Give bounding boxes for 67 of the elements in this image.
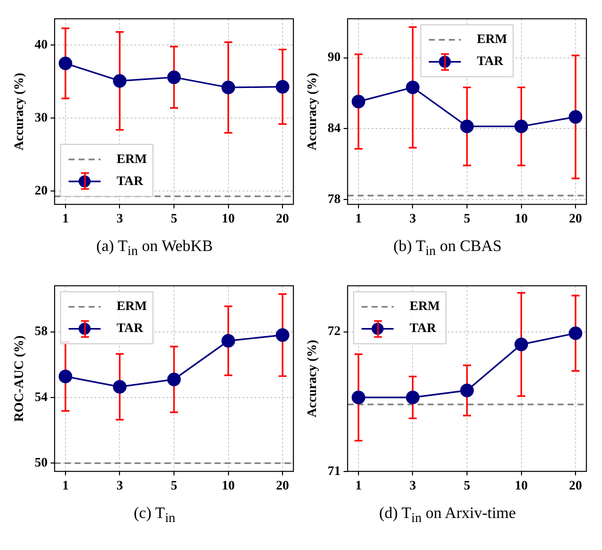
point — [167, 70, 181, 84]
x-tick-label: 3 — [409, 478, 416, 493]
x-tick-label: 3 — [116, 478, 124, 493]
x-tick-label: 5 — [170, 210, 178, 226]
text: (d) T$_{in}$ on Arxiv-time — [378, 505, 517, 526]
y-tick-label: 84 — [328, 120, 342, 136]
x-tick-label: 10 — [222, 210, 235, 226]
legend-label: TAR — [116, 172, 144, 188]
text: (c) T$_{in}$ — [132, 505, 176, 526]
y-tick-label: 78 — [328, 191, 342, 206]
y-tick-label: 90 — [328, 49, 341, 64]
x-tick-label: 3 — [409, 210, 416, 226]
point — [352, 390, 366, 404]
point — [406, 80, 420, 94]
point — [406, 390, 420, 404]
y-tick-label: 58 — [34, 323, 48, 338]
point — [167, 372, 181, 386]
x-tick-label: 5 — [170, 478, 178, 493]
y-tick-label: 71 — [328, 462, 341, 478]
text: (b) T$_{in}$ on CBAS — [392, 238, 503, 260]
y-axis-title: Accuracy (%) — [304, 72, 320, 150]
x-tick-label: 10 — [222, 478, 235, 493]
y-axis-title: Accuracy (%) — [11, 72, 26, 150]
x-tick-label: 1 — [355, 210, 362, 226]
point — [221, 334, 236, 348]
x-tick-label: 10 — [514, 478, 528, 493]
point — [58, 56, 72, 70]
y-tick-label: 20 — [34, 182, 48, 198]
y-tick-label: 50 — [34, 454, 48, 470]
legend-label: TAR — [116, 320, 144, 336]
x-tick-label: 1 — [62, 210, 69, 226]
x-tick-label: 20 — [569, 478, 582, 493]
point — [276, 328, 290, 342]
y-axis-title: Accuracy (%) — [304, 340, 320, 418]
y-tick-label: 72 — [328, 323, 341, 338]
y-tick-label: 54 — [34, 388, 48, 404]
legend-label: ERM — [476, 31, 508, 46]
y-tick-label: 30 — [34, 110, 48, 125]
x-tick-label: 1 — [355, 478, 362, 493]
x-tick-label: 20 — [276, 478, 290, 493]
point — [58, 370, 72, 384]
point — [514, 338, 528, 352]
legend-label: ERM — [116, 150, 147, 166]
legend-label: TAR — [476, 53, 504, 68]
x-tick-label: 20 — [276, 210, 290, 226]
point — [221, 80, 236, 94]
point — [568, 326, 582, 340]
legend-label: ERM — [116, 298, 147, 314]
point — [514, 120, 528, 134]
point — [460, 384, 474, 398]
text: (a) T$_{in}$ on WebKB — [95, 238, 214, 260]
point — [460, 120, 474, 134]
legend-label: ERM — [410, 298, 440, 314]
x-tick-label: 10 — [514, 210, 528, 226]
x-tick-label: 20 — [569, 210, 582, 226]
x-tick-label: 5 — [464, 210, 471, 226]
x-tick-label: 1 — [62, 478, 69, 493]
x-tick-label: 3 — [116, 210, 124, 226]
point — [276, 80, 290, 94]
point — [568, 110, 582, 124]
point — [352, 94, 366, 108]
y-axis-title: ROC-AUC (%) — [11, 335, 26, 422]
y-tick-label: 40 — [34, 36, 48, 52]
x-tick-label: 5 — [464, 478, 471, 493]
legend-label: TAR — [410, 320, 437, 336]
point — [112, 74, 127, 88]
point — [112, 380, 127, 394]
